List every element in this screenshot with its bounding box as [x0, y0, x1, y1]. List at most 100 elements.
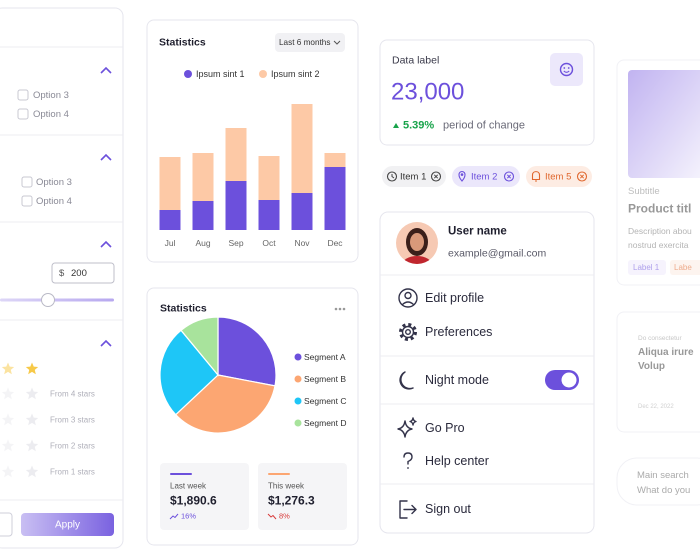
data-change: 5.39%	[403, 119, 434, 131]
reset-button[interactable]	[0, 512, 13, 537]
profile-menu: User name example@gmail.com Edit profile…	[379, 211, 595, 534]
menu-item[interactable]: Preferences	[425, 325, 492, 339]
faded-cards: Subtitle Product titl Description abou n…	[616, 59, 700, 506]
user-email: example@gmail.com	[448, 247, 546, 259]
smiley-eye	[567, 67, 570, 69]
legend-swatch	[294, 375, 302, 383]
stat-boxes: Last week $1,890.6 16% This week $1,276.3 8%	[160, 463, 347, 530]
menu-item[interactable]: Edit profile	[425, 291, 484, 305]
star-icon	[1, 362, 15, 375]
star-icon	[1, 413, 15, 426]
data-value: 23,000	[391, 78, 464, 105]
search-card[interactable]	[616, 457, 700, 506]
checkbox[interactable]	[17, 89, 29, 101]
legend-label: Segment A	[304, 352, 346, 362]
product-subtitle: Subtitle	[628, 186, 660, 197]
menu-item[interactable]: Night mode	[425, 373, 489, 387]
x-tick-label: Sep	[228, 238, 243, 248]
chip-remove[interactable]	[430, 171, 442, 182]
search-placeholder[interactable]: What do you	[637, 485, 690, 496]
chevron[interactable]	[100, 66, 112, 74]
more-dot[interactable]	[334, 307, 338, 311]
stat-change: 16%	[181, 511, 196, 520]
rating-label[interactable]: From 4 stars	[50, 390, 95, 399]
chip[interactable]	[526, 166, 592, 187]
legend-label: Segment B	[304, 374, 346, 384]
price-input[interactable]	[51, 262, 115, 284]
article-card	[616, 311, 700, 433]
option-label: Option 3	[36, 177, 72, 188]
chip-remove-x	[579, 174, 585, 179]
signout-icon	[403, 504, 417, 515]
smiley-icon	[559, 62, 574, 77]
toggle-knob	[561, 372, 577, 388]
chip-label[interactable]: Item 1	[400, 172, 426, 183]
legend-swatch	[184, 70, 192, 78]
chip-remove-x	[433, 174, 439, 179]
chip-remove[interactable]	[576, 171, 588, 182]
smiley-eye	[563, 67, 566, 69]
star-icon	[1, 439, 15, 452]
dropdown-caret	[333, 40, 341, 45]
legend-swatch	[259, 70, 267, 78]
pie-slice	[180, 316, 219, 377]
pie-slice	[159, 329, 219, 416]
bar-segment	[225, 128, 247, 181]
star-icon	[25, 413, 39, 426]
star-icon	[25, 387, 39, 400]
avatar	[396, 222, 438, 264]
checkbox[interactable]	[21, 195, 33, 207]
more-dot[interactable]	[342, 307, 346, 311]
chip-remove[interactable]	[503, 171, 515, 182]
sparkle-icon	[397, 420, 413, 438]
chevron[interactable]	[100, 339, 112, 347]
menu-item[interactable]: Sign out	[425, 502, 471, 516]
dropdown-label[interactable]: Last 6 months	[279, 38, 330, 47]
card-title: Statistics	[160, 302, 207, 314]
avatar-face	[410, 233, 424, 251]
profile-icon	[398, 288, 418, 308]
legend-swatch	[294, 397, 302, 405]
bar-segment	[291, 193, 313, 230]
bar-segment	[258, 200, 280, 230]
checkbox[interactable]	[17, 108, 29, 120]
checkbox[interactable]	[21, 176, 33, 188]
chevron[interactable]	[100, 153, 112, 161]
emoji-box	[550, 53, 583, 86]
stat-label: This week	[268, 482, 305, 491]
period-dropdown[interactable]	[275, 33, 345, 52]
help-icon	[407, 467, 409, 469]
article-title: Aliqua irure	[638, 347, 694, 358]
sparkle-icon	[409, 417, 417, 426]
chevron[interactable]	[100, 240, 112, 248]
data-change-text: period of change	[443, 119, 525, 131]
menu-item[interactable]: Go Pro	[425, 421, 465, 435]
rating-label[interactable]: From 1 stars	[50, 468, 95, 477]
product-description: Description abou	[628, 226, 692, 236]
product-label	[670, 260, 700, 275]
rating-label[interactable]: From 3 stars	[50, 416, 95, 425]
slider-knob[interactable]	[41, 293, 55, 307]
search-label: Main search	[637, 470, 689, 481]
chip-label[interactable]: Item 2	[471, 172, 497, 183]
chip[interactable]	[382, 166, 446, 187]
more-dot[interactable]	[338, 307, 342, 311]
chip-icon	[386, 171, 398, 182]
apply-label[interactable]: Apply	[55, 520, 80, 531]
chip[interactable]	[452, 166, 520, 187]
chip-label[interactable]: Item 5	[545, 172, 571, 183]
product-label	[628, 260, 666, 275]
star-icon	[1, 465, 15, 478]
stat-label: Last week	[170, 482, 207, 491]
article-kicker: Do consectetur	[638, 335, 683, 342]
menu-item[interactable]: Help center	[425, 454, 489, 468]
rating-label[interactable]: From 2 stars	[50, 442, 95, 451]
smiley-mouth	[563, 70, 570, 73]
filter-panel: Option 3 Option 4 Option 3 Option 4 $ 20…	[0, 7, 124, 549]
apply-button[interactable]	[21, 513, 114, 536]
chips: Item 1 Item 2 Item 5	[382, 166, 592, 187]
article-date: Dec 22, 2022	[638, 404, 674, 410]
legend-swatch	[294, 419, 302, 427]
product-title: Product titl	[628, 202, 691, 216]
star-icon	[1, 387, 15, 400]
